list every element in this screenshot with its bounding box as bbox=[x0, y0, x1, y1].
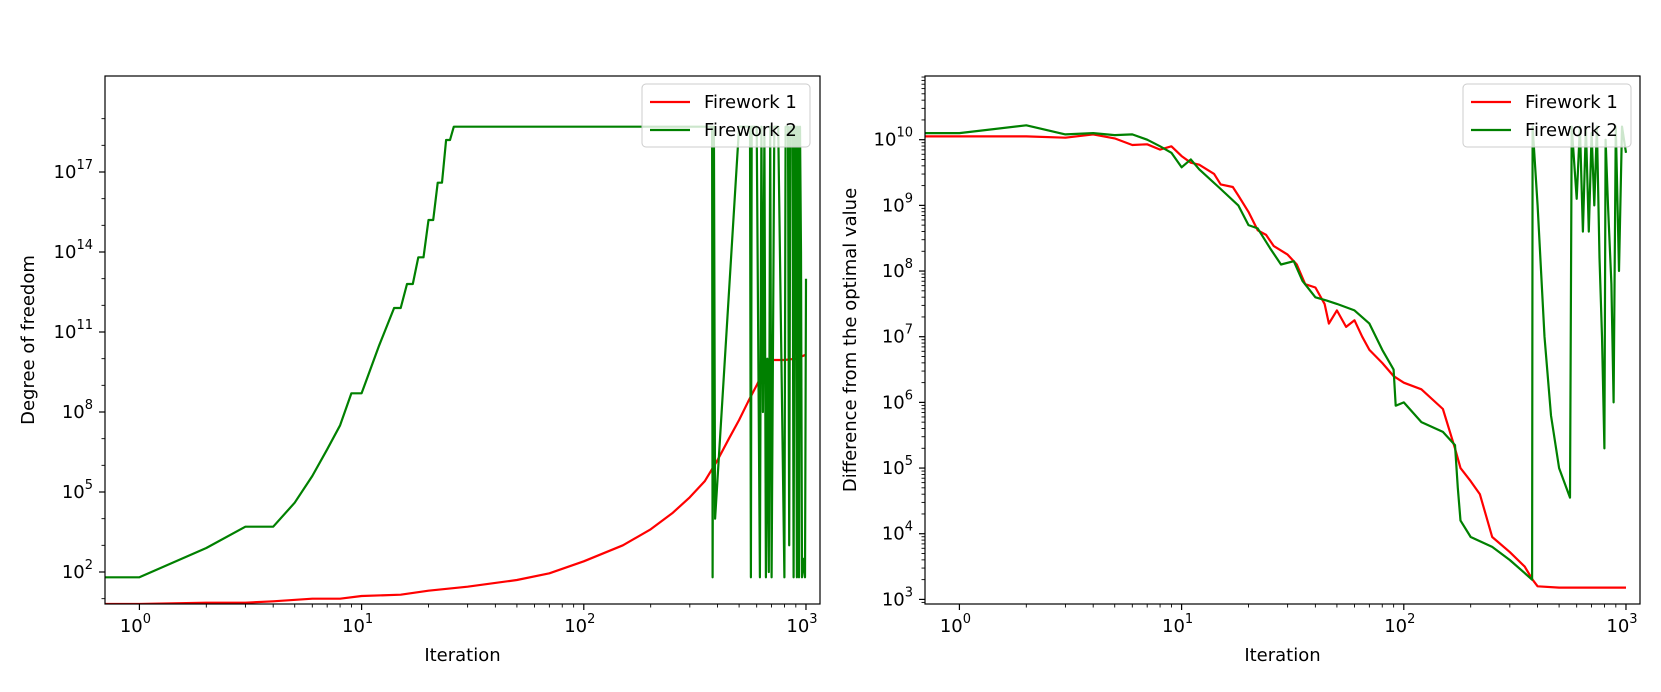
y-tick-label: 104 bbox=[882, 520, 913, 545]
y-axis-label: Degree of freedom bbox=[18, 255, 39, 425]
y-tick-label: 108 bbox=[882, 257, 913, 282]
y-tick-label: 1017 bbox=[54, 158, 93, 183]
x-axis-label: Iteration bbox=[1244, 645, 1320, 666]
y-tick-label: 109 bbox=[882, 191, 913, 216]
x-tick-label: 101 bbox=[1162, 612, 1193, 637]
legend-label: Firework 2 bbox=[704, 120, 797, 141]
series-line-firework-1 bbox=[925, 133, 1626, 589]
x-tick-label: 102 bbox=[1384, 612, 1415, 637]
plot-area bbox=[925, 124, 1628, 589]
y-tick-label: 1010 bbox=[874, 126, 913, 151]
x-tick-label: 103 bbox=[786, 612, 817, 637]
chart-left-degree-of-freedom: 100 101 102 103 102 105 108 1011 1014 1017 Iterati… bbox=[18, 75, 821, 666]
y-tick-label: 103 bbox=[882, 585, 913, 610]
y-tick-label: 1014 bbox=[54, 238, 93, 263]
legend-box bbox=[1462, 83, 1632, 148]
plot-frame bbox=[104, 75, 821, 605]
legend-box bbox=[641, 83, 811, 148]
y-axis-label: Difference from the optimal value bbox=[840, 188, 861, 492]
legend-label: Firework 1 bbox=[1525, 92, 1618, 113]
x-axis-label: Iteration bbox=[424, 645, 500, 666]
legend: Firework 1 Firework 2 bbox=[1462, 83, 1632, 148]
legend-label: Firework 1 bbox=[704, 92, 797, 113]
chart-right-difference-from-optimal: 100 101 102 103 103 104 105 106 107 108 109 1010 Ite… bbox=[840, 75, 1641, 666]
x-tick-label: 102 bbox=[564, 612, 595, 637]
x-tick-label: 103 bbox=[1606, 612, 1637, 637]
y-tick-label: 102 bbox=[62, 558, 93, 583]
series-line-firework-2 bbox=[925, 124, 1628, 581]
y-tick-label: 1011 bbox=[54, 318, 93, 343]
y-tick-label: 105 bbox=[882, 454, 913, 479]
x-tick-label: 100 bbox=[120, 612, 151, 637]
y-tick-label: 106 bbox=[882, 388, 913, 413]
x-tick-label: 101 bbox=[342, 612, 373, 637]
x-tick-label: 100 bbox=[940, 612, 971, 637]
legend: Firework 1 Firework 2 bbox=[641, 83, 811, 148]
y-tick-label: 108 bbox=[62, 398, 93, 423]
y-tick-label: 107 bbox=[882, 323, 913, 348]
y-tick-label: 105 bbox=[62, 478, 93, 503]
legend-label: Firework 2 bbox=[1525, 120, 1618, 141]
